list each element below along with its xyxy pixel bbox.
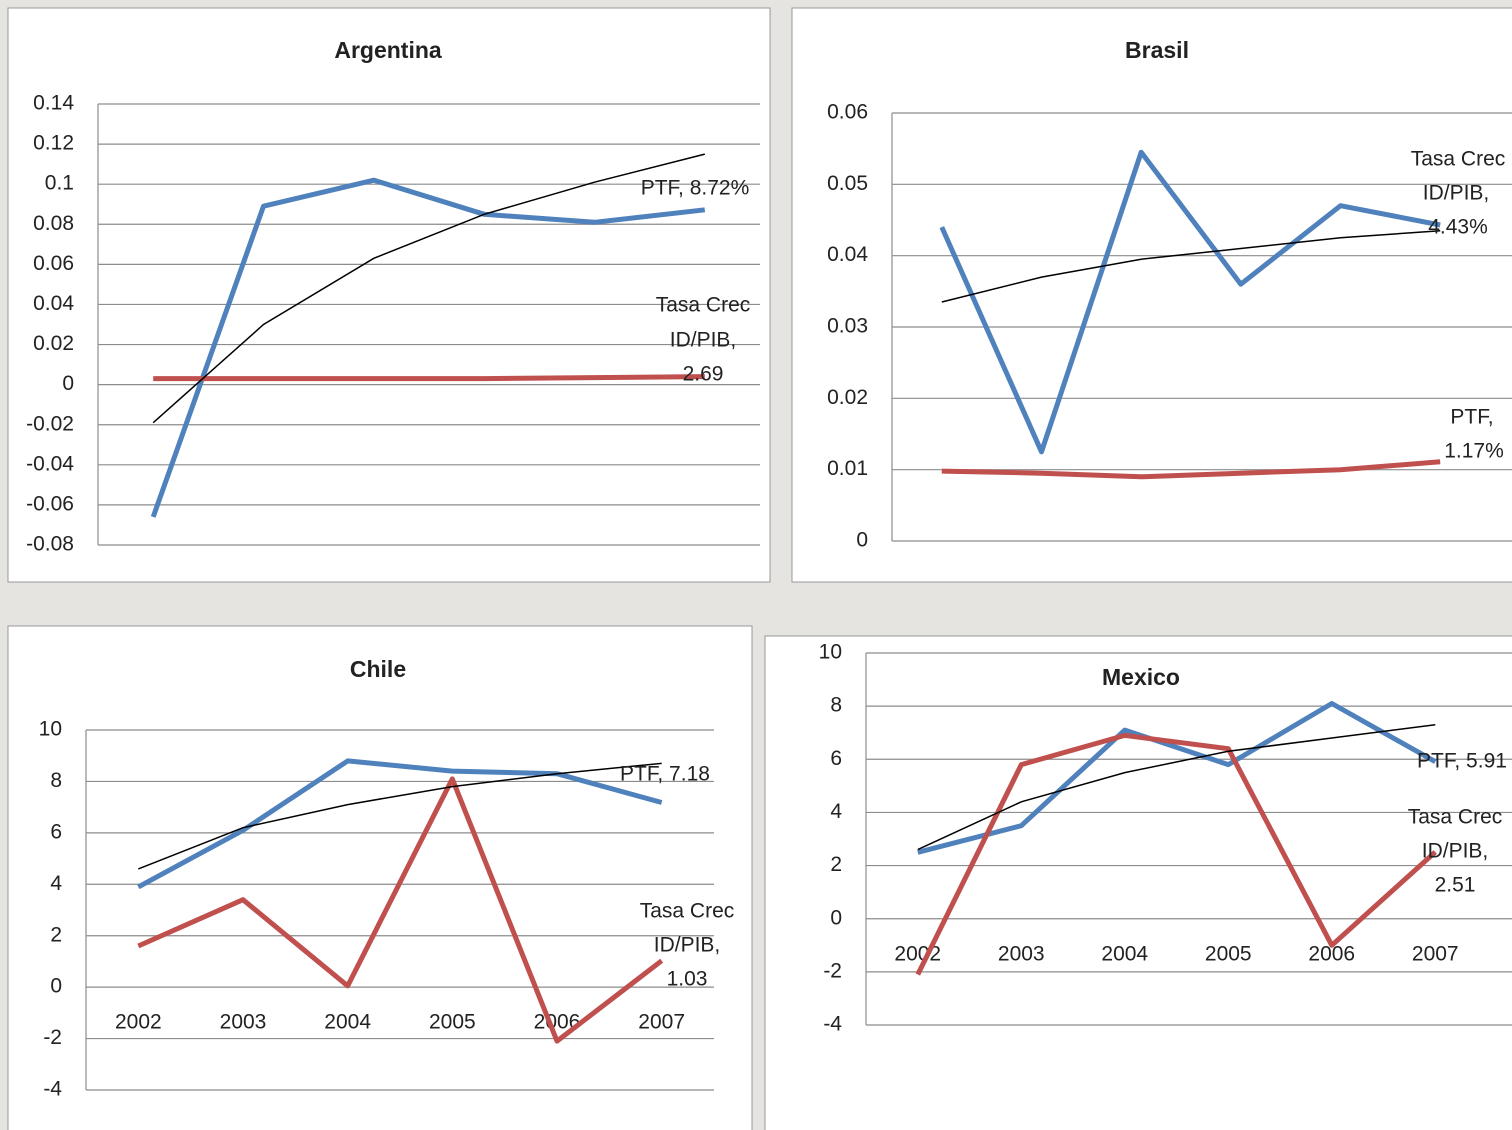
data-label: Tasa Crec: [1411, 148, 1506, 171]
y-tick-label: 0.01: [827, 457, 868, 480]
data-label: ID/PIB,: [1423, 182, 1490, 205]
data-label: PTF, 8.72%: [641, 177, 750, 200]
y-tick-label: 0.03: [827, 315, 868, 338]
x-tick-label: 2004: [1101, 942, 1148, 965]
data-label: 2.51: [1435, 874, 1476, 897]
panel: [791, 7, 1512, 583]
y-tick-label: 0.04: [33, 292, 74, 315]
series-line: [939, 149, 1441, 455]
trend-line: [917, 723, 1436, 851]
panel: [7, 625, 753, 1130]
x-tick-label: 2007: [1412, 942, 1459, 965]
data-label: ID/PIB,: [654, 934, 721, 957]
y-tick-label: -2: [43, 1026, 62, 1049]
y-tick-label: 6: [830, 747, 842, 770]
series-line: [150, 177, 706, 518]
y-tick-label: 0.02: [33, 332, 74, 355]
panel: [764, 635, 1512, 1130]
series-line: [153, 374, 705, 382]
data-label: PTF, 7.18: [620, 763, 710, 786]
y-tick-label: -0.08: [26, 533, 74, 556]
y-tick-label: -0.06: [26, 492, 74, 515]
y-tick-label: 0.06: [827, 101, 868, 124]
data-label: ID/PIB,: [1422, 840, 1489, 863]
y-tick-label: -2: [823, 959, 842, 982]
x-tick-label: 2005: [429, 1011, 476, 1034]
y-tick-label: 0.08: [33, 212, 74, 235]
data-label: 1.03: [667, 968, 708, 991]
y-tick-label: 6: [50, 820, 62, 843]
series-line: [137, 758, 663, 890]
y-tick-label: 0: [856, 529, 868, 552]
y-tick-label: 2: [830, 853, 842, 876]
y-tick-label: -0.04: [26, 452, 74, 475]
data-label: ID/PIB,: [670, 329, 737, 352]
chart-title: Brasil: [1125, 37, 1189, 63]
y-tick-label: 0.1: [45, 172, 74, 195]
chart-title: Chile: [350, 656, 406, 682]
trend-line: [941, 229, 1441, 303]
chart-title: Mexico: [1102, 664, 1180, 690]
y-tick-label: 2: [50, 923, 62, 946]
y-tick-label: 0.02: [827, 386, 868, 409]
y-tick-label: 0.05: [827, 172, 868, 195]
data-label: PTF, 5.91: [1417, 750, 1507, 773]
series-line: [941, 459, 1441, 480]
x-tick-label: 2007: [638, 1011, 685, 1034]
data-label: 4.43%: [1428, 216, 1488, 239]
x-tick-label: 2004: [324, 1011, 371, 1034]
data-label: Tasa Crec: [656, 294, 751, 317]
y-tick-label: 0: [62, 372, 74, 395]
y-tick-label: -4: [43, 1078, 62, 1101]
x-tick-label: 2002: [115, 1011, 162, 1034]
series-line: [137, 776, 664, 1044]
y-tick-label: 4: [830, 800, 842, 823]
y-tick-label: -0.02: [26, 412, 74, 435]
y-tick-label: 0.04: [827, 243, 868, 266]
data-label: Tasa Crec: [640, 900, 735, 923]
x-tick-label: 2006: [1308, 942, 1355, 965]
trend-line: [152, 153, 705, 424]
data-label: 1.17%: [1444, 440, 1504, 463]
series-line: [915, 732, 1437, 976]
chart-title: Argentina: [334, 37, 442, 63]
y-tick-label: 10: [819, 641, 842, 664]
y-tick-label: 0: [50, 975, 62, 998]
x-tick-label: 2003: [220, 1011, 267, 1034]
y-tick-label: 4: [50, 872, 62, 895]
y-tick-label: 0.06: [33, 252, 74, 275]
trend-line: [138, 762, 662, 870]
y-tick-label: 0.12: [33, 132, 74, 155]
x-tick-label: 2003: [998, 942, 1045, 965]
data-label: Tasa Crec: [1408, 806, 1503, 829]
y-tick-label: 10: [39, 718, 62, 741]
y-tick-label: -4: [823, 1013, 842, 1036]
data-label: PTF,: [1450, 406, 1493, 429]
x-tick-label: 2005: [1205, 942, 1252, 965]
y-tick-label: 8: [830, 694, 842, 717]
series-line: [917, 701, 1437, 855]
y-tick-label: 0.14: [33, 92, 74, 115]
data-label: 2.69: [683, 363, 724, 386]
y-tick-label: 0: [830, 906, 842, 929]
y-tick-label: 8: [50, 769, 62, 792]
